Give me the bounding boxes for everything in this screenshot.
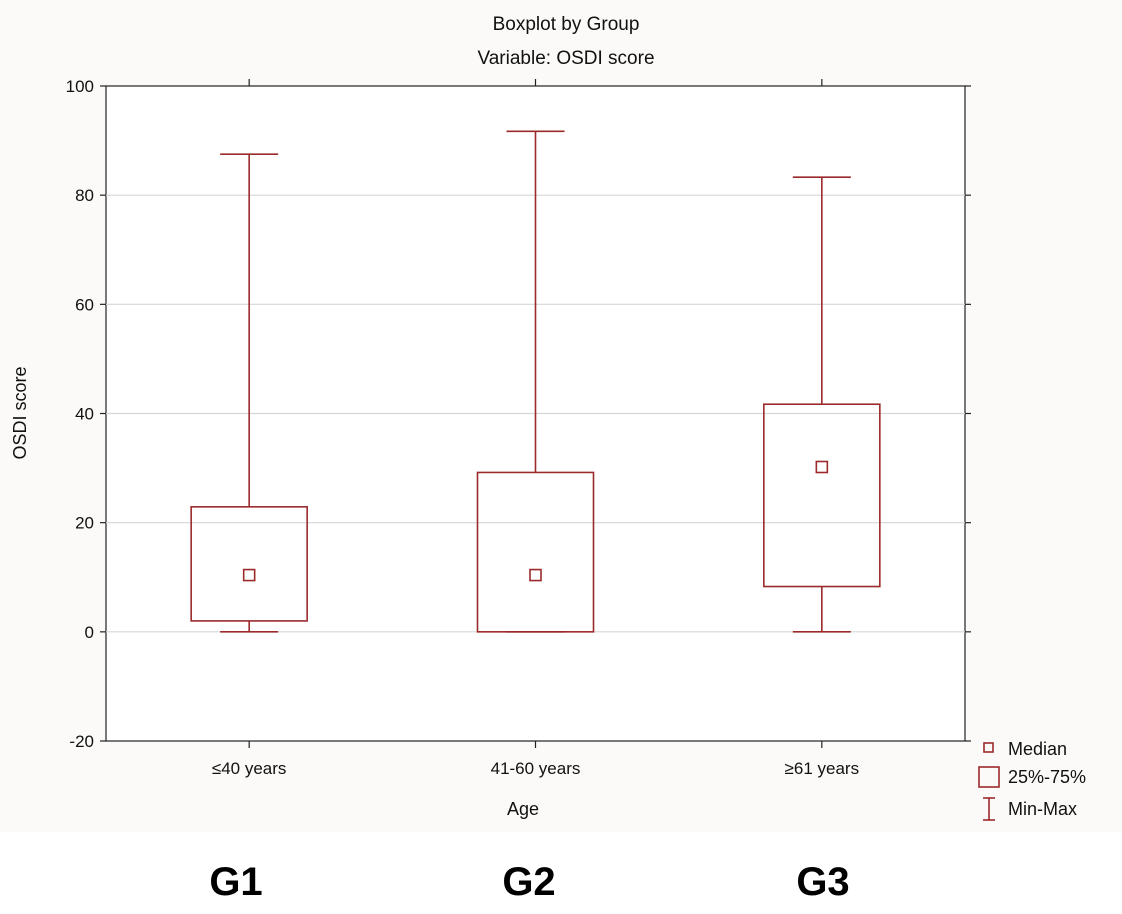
x-axis-label: Age bbox=[507, 799, 539, 819]
y-tick-label: 80 bbox=[75, 186, 94, 205]
chart-area: Boxplot by Group Variable: OSDI score -2… bbox=[10, 14, 1087, 821]
legend-box-label: 25%-75% bbox=[1008, 767, 1086, 787]
group-label-g2: G2 bbox=[502, 860, 556, 904]
boxplot-chart: Boxplot by Group Variable: OSDI score -2… bbox=[10, 14, 1086, 821]
y-tick-label: -20 bbox=[69, 732, 94, 751]
y-axis-ticks: -20 0 20 40 60 80 100 bbox=[66, 77, 971, 751]
x-axis-ticks: ≤40 years 41-60 years ≥61 years bbox=[212, 79, 859, 778]
legend: Median 25%-75% Min-Max bbox=[978, 739, 1086, 821]
x-tick-label: ≥61 years bbox=[785, 759, 860, 778]
y-tick-label: 100 bbox=[66, 77, 94, 96]
box-group bbox=[763, 176, 881, 633]
legend-box-icon bbox=[978, 766, 1000, 788]
box-group bbox=[190, 153, 308, 633]
chart-subtitle: Variable: OSDI score bbox=[477, 48, 654, 69]
median-marker bbox=[529, 568, 542, 582]
y-axis-label: OSDI score bbox=[10, 366, 30, 459]
y-tick-label: 60 bbox=[75, 295, 94, 314]
x-tick-label: ≤40 years bbox=[212, 759, 287, 778]
x-tick-label: 41-60 years bbox=[491, 759, 581, 778]
group-label-g1: G1 bbox=[209, 860, 263, 904]
y-tick-label: 20 bbox=[75, 514, 94, 533]
iqr-box bbox=[763, 403, 881, 588]
boxes bbox=[190, 130, 881, 633]
y-tick-label: 40 bbox=[75, 405, 94, 424]
box-group bbox=[476, 130, 595, 633]
median-marker bbox=[242, 568, 256, 582]
iqr-box bbox=[476, 471, 595, 633]
y-tick-label: 0 bbox=[85, 623, 94, 642]
iqr-box bbox=[190, 506, 308, 622]
legend-minmax-icon bbox=[983, 797, 995, 821]
legend-minmax-label: Min-Max bbox=[1008, 799, 1077, 819]
legend-median-label: Median bbox=[1008, 739, 1067, 759]
chart-title: Boxplot by Group bbox=[493, 14, 640, 35]
legend-median-icon bbox=[983, 742, 994, 753]
median-marker bbox=[815, 460, 829, 474]
group-label-g3: G3 bbox=[796, 860, 850, 904]
